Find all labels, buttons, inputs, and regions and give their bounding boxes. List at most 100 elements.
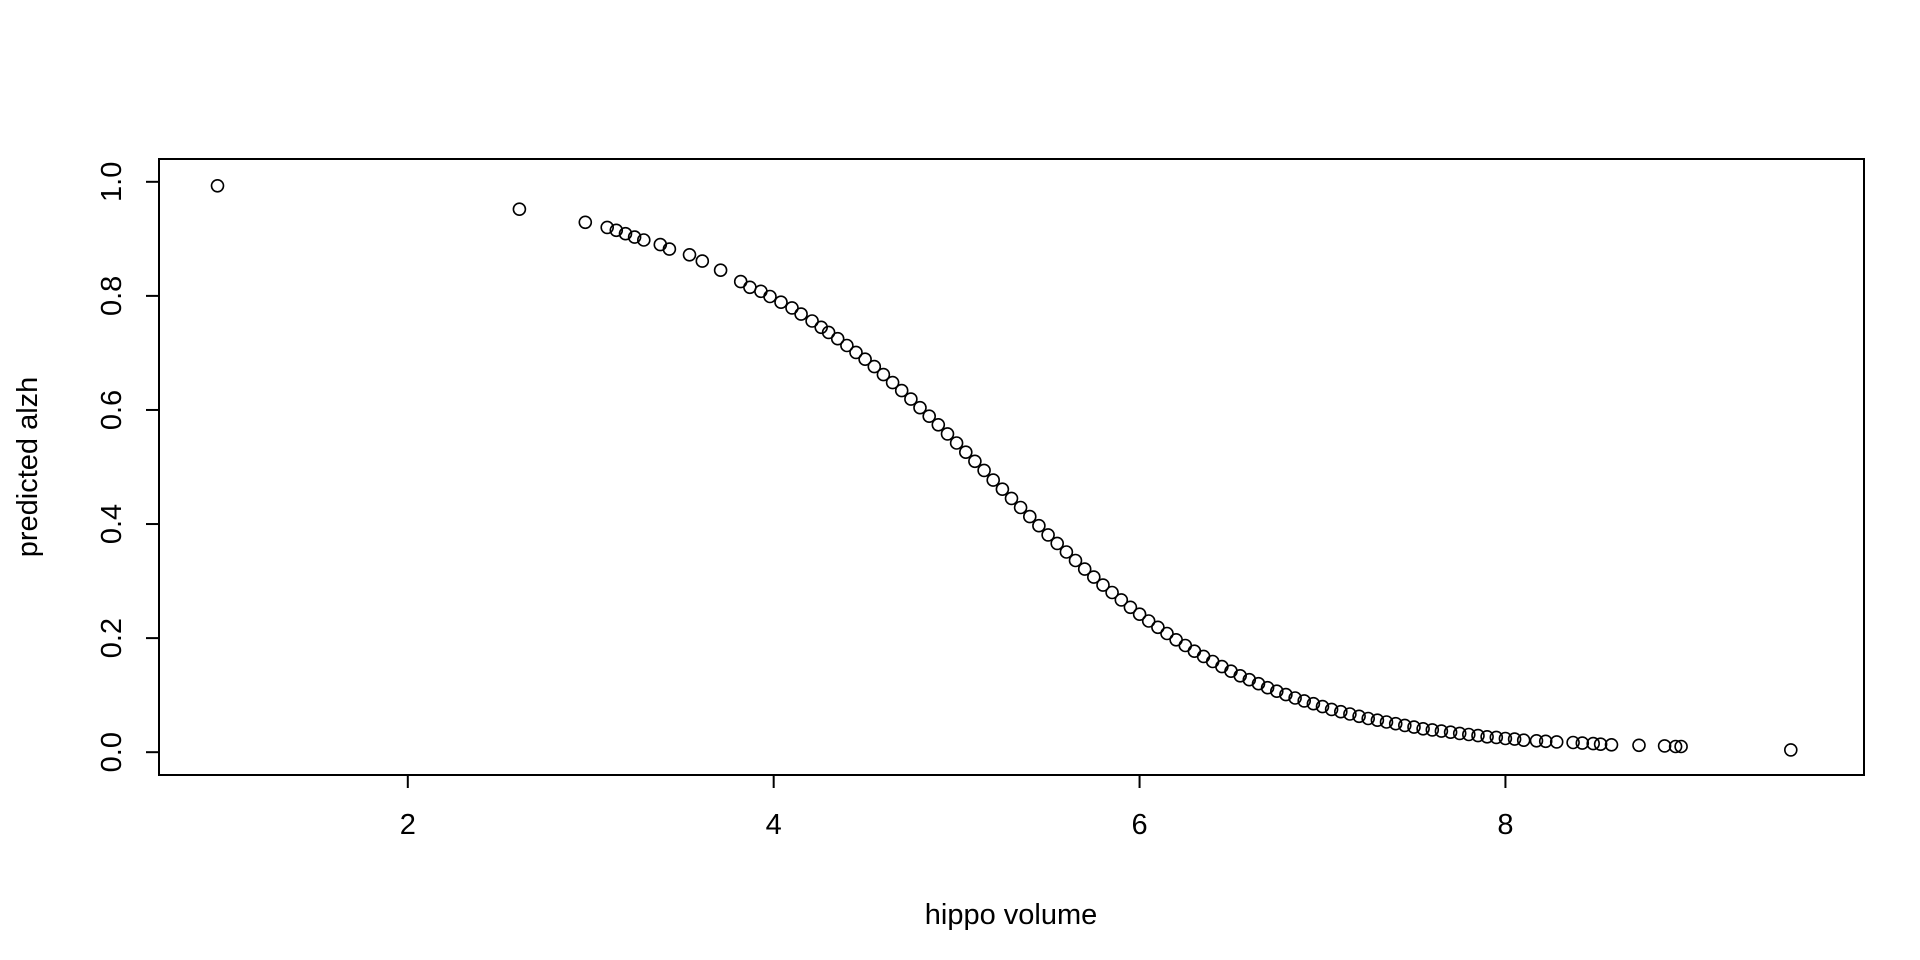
data-point [931,417,946,432]
data-point [1306,696,1321,711]
data-point [1604,737,1619,752]
data-point [1784,743,1798,757]
data-point [968,454,982,469]
data-point [949,436,964,450]
data-point [1352,709,1366,724]
data-point [1462,727,1476,742]
data-point [1041,528,1055,542]
data-point [1087,570,1101,584]
data-point [885,375,900,390]
data-point [1632,738,1646,753]
data-point [1270,684,1284,699]
y-axis: 0.0 0.2 0.4 0.6 0.8 1.0 [96,162,159,772]
data-point [1160,626,1174,641]
data-point [940,427,955,441]
data-point [1032,518,1046,533]
y-tick-label: 0.6 [96,390,128,430]
data-point [1443,725,1458,740]
data-point [904,392,918,406]
data-point [986,473,1001,487]
data-point [1361,711,1375,726]
data-point [618,226,633,241]
data-point [876,367,891,382]
y-tick-label: 1.0 [96,162,128,202]
x-tick-label: 6 [1131,809,1147,841]
data-point [210,179,225,193]
data-point [1498,731,1513,746]
data-point [1343,707,1357,721]
data-point [1480,729,1494,744]
data-point [682,248,697,262]
data-point [1132,607,1147,622]
data-point [1425,723,1440,737]
data-point [1668,739,1683,754]
data-point [713,263,728,278]
data-point [1004,491,1019,506]
data-point [830,331,845,346]
data-point [1105,585,1119,600]
data-point [849,345,863,360]
data-point [1407,720,1421,734]
data-point [662,242,677,256]
data-point [1452,726,1467,741]
data-point [1023,509,1037,524]
data-point [1050,536,1064,551]
data-point [1379,715,1394,729]
data-point [1566,735,1580,750]
data-point [1471,728,1485,743]
data-point [1297,694,1311,708]
data-point [1507,732,1522,746]
data-point [627,230,642,244]
data-point [1279,687,1293,702]
data-point [1233,668,1247,683]
y-tick-label: 0.0 [96,732,128,772]
data-point [512,202,527,216]
data-point [821,325,836,340]
data-point [1334,704,1348,719]
data-point [1516,733,1531,748]
data-point [1315,699,1330,714]
data-point [1059,545,1074,559]
y-tick-label: 0.2 [96,618,128,658]
data-point [1586,736,1600,751]
data-point [695,254,710,268]
data-point [1288,691,1302,705]
data-point [1416,721,1430,736]
data-point [636,233,651,247]
data-point [1068,553,1083,568]
x-tick-label: 4 [766,809,782,841]
y-axis-label: predicted alzh [12,377,44,558]
data-point [894,383,909,398]
points-layer [210,179,1798,757]
data-point [578,215,593,230]
data-point [977,463,991,478]
data-point [1370,713,1385,728]
data-point [1251,676,1266,691]
data-point [1575,736,1590,750]
data-point [609,223,624,238]
plot-frame [158,158,1865,776]
data-point [1549,735,1564,749]
y-tick-label: 0.4 [96,504,128,544]
data-point [840,338,854,353]
data-point [1096,578,1110,592]
data-point [1151,620,1165,635]
data-point [1434,724,1449,738]
data-point [1538,734,1553,749]
data-point [858,352,872,367]
data-point [1489,730,1504,745]
data-point [774,295,788,310]
x-tick-label: 2 [400,809,416,841]
data-point [995,482,1010,497]
data-point [794,307,808,321]
data-point [1260,680,1275,695]
y-tick-label: 0.8 [96,276,128,316]
data-point [1657,739,1672,753]
data-point [1242,672,1257,687]
data-point [1398,718,1412,733]
data-point [922,409,937,424]
data-point [1674,739,1688,754]
data-point [1077,562,1092,576]
